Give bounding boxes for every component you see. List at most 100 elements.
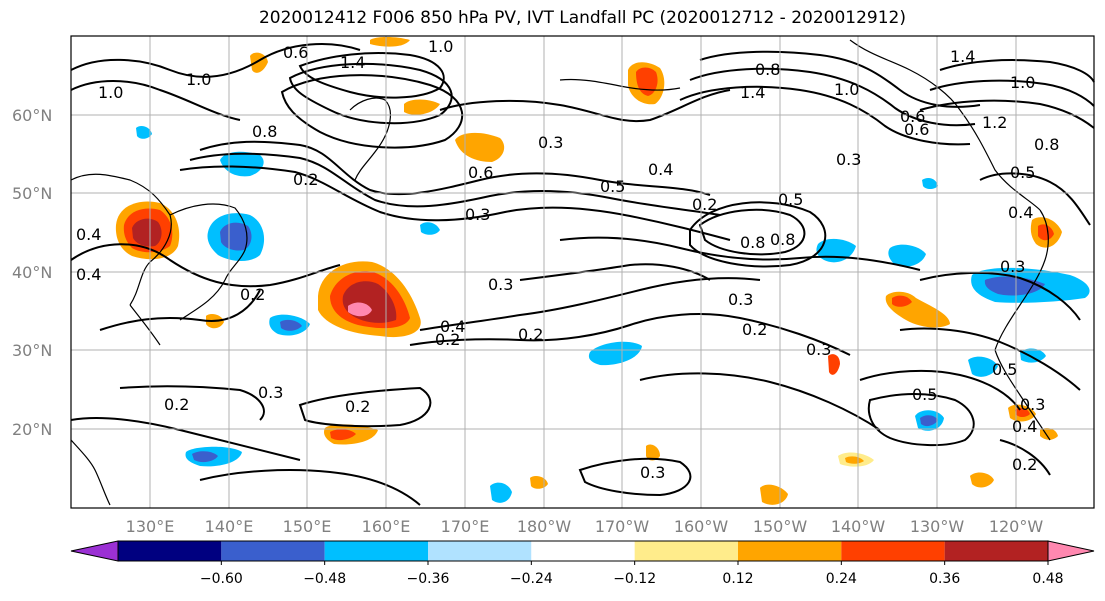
colorbar-segment [531,541,635,561]
negative-anomaly-blob [136,126,152,139]
negative-anomaly-blob [588,341,642,366]
pv-contours [70,43,1095,506]
contour-label: 0.5 [992,360,1017,379]
contour-label: 0.3 [836,150,861,169]
colorbar-tick-label: −0.12 [613,571,656,587]
lat-label: 40°N [12,263,52,282]
positive-anomaly-blob [330,429,356,441]
longitude-labels: 130°E 140°E 150°E 160°E 170°E 180°W 170°… [126,517,1044,536]
negative-anomaly-blob [220,222,252,251]
contour-label: 0.3 [465,205,490,224]
lat-label: 50°N [12,184,52,203]
positive-anomaly-blob [370,37,410,47]
contour-label: 0.2 [692,195,717,214]
contour-label: 0.2 [518,325,543,344]
contour-label: 0.4 [1008,203,1033,222]
colorbar-tick-label: −0.24 [510,571,553,587]
lon-label: 150°E [283,517,332,536]
colorbar-tick-label: 0.48 [1032,571,1063,587]
colorbar-segment [944,541,1048,561]
negative-anomaly-blob [920,415,938,427]
contour-labels: 0.6 1.0 1.4 1.0 0.8 1.0 0.8 1.4 1.0 1.4 … [76,37,1059,482]
contour-label: 0.6 [900,107,925,126]
contour-label: 0.8 [252,122,277,141]
lon-label: 140°E [205,517,254,536]
colorbar-tick-label: −0.48 [303,571,346,587]
coastlines [70,39,1051,506]
contour-label: 0.3 [806,340,831,359]
negative-anomaly-blob [280,319,302,331]
colorbar-segment [221,541,325,561]
contour-label: 0.8 [740,233,765,252]
positive-anomaly-blob [828,354,840,375]
lon-label: 150°W [753,517,808,536]
positive-anomaly-blob [970,472,994,488]
negative-anomaly-blob [1020,348,1046,363]
contour-label: 0.2 [1012,455,1037,474]
negative-anomaly-blob [888,244,926,267]
lon-label: 130°E [126,517,175,536]
contour-label: 1.0 [834,80,859,99]
negative-anomaly-blob [192,451,218,463]
lat-label: 60°N [12,106,52,125]
colorbar-tick-label: 0.24 [826,571,857,587]
positive-anomaly-blob [1015,407,1030,417]
colorbar [70,540,1095,562]
lon-label: 130°W [910,517,965,536]
contour-label: 1.4 [340,53,365,72]
map-title: 2020012412 F006 850 hPa PV, IVT Landfall… [258,8,906,28]
contour-label: 0.3 [1020,395,1045,414]
contour-label: 0.3 [1000,257,1025,276]
positive-anomaly-blob [845,456,864,464]
lon-label: 140°W [831,517,886,536]
positive-anomaly-blob [892,295,912,307]
colorbar-outline [117,540,1049,562]
contour-label: 0.8 [755,60,780,79]
lon-label: 160°E [362,517,411,536]
colorbar-tick-label: −0.36 [407,571,450,587]
contour-label: 1.0 [1010,73,1035,92]
colorbar-segment [634,541,738,561]
contour-label: 0.4 [76,225,101,244]
contour-label: 0.8 [770,230,795,249]
colorbar-segment [324,541,428,561]
positive-anomaly-blob [1038,224,1054,241]
lat-label: 30°N [12,341,52,360]
colorbar-segment [428,541,532,561]
contour-label: 0.3 [488,275,513,294]
contour-label: 1.2 [982,113,1007,132]
contour-label: 0.4 [1012,417,1037,436]
lon-label: 180°W [517,517,572,536]
contour-label: 0.5 [778,190,803,209]
negative-anomaly-blob [490,482,512,503]
contour-label: 0.2 [345,397,370,416]
contour-label: 0.4 [440,317,465,336]
contour-label: 1.0 [186,70,211,89]
colorbar-segment [841,541,945,561]
contour-label: 0.2 [240,285,265,304]
contour-label: 0.4 [76,265,101,284]
contour-label: 0.3 [538,133,563,152]
lon-label: 160°W [674,517,729,536]
positive-anomaly-blob [132,218,162,247]
colorbar-ticks: −0.60 −0.48 −0.36 −0.24 −0.12 0.12 0.24 0.36 0.4… [200,561,1064,587]
negative-anomaly-blob [420,222,440,235]
contour-label: 0.6 [283,43,308,62]
contour-label: 0.3 [728,290,753,309]
contour-label: 0.2 [742,320,767,339]
lat-label: 20°N [12,420,52,439]
colorbar-tick-label: −0.60 [200,571,243,587]
contour-label: 0.2 [435,330,460,349]
contour-label: 0.8 [1034,135,1059,154]
negative-anomaly-blob [968,356,998,377]
contour-label: 0.4 [648,160,673,179]
contour-label: 1.4 [740,83,765,102]
contour-label: 0.2 [164,395,189,414]
graticule [71,36,1094,508]
colorbar-extend-min [70,540,119,562]
contour-label: 0.6 [904,120,929,139]
positive-anomaly-blob [404,99,440,115]
contour-label: 0.3 [640,463,665,482]
colorbar-tick-label: 0.12 [722,571,753,587]
colorbar-segment [738,541,842,561]
